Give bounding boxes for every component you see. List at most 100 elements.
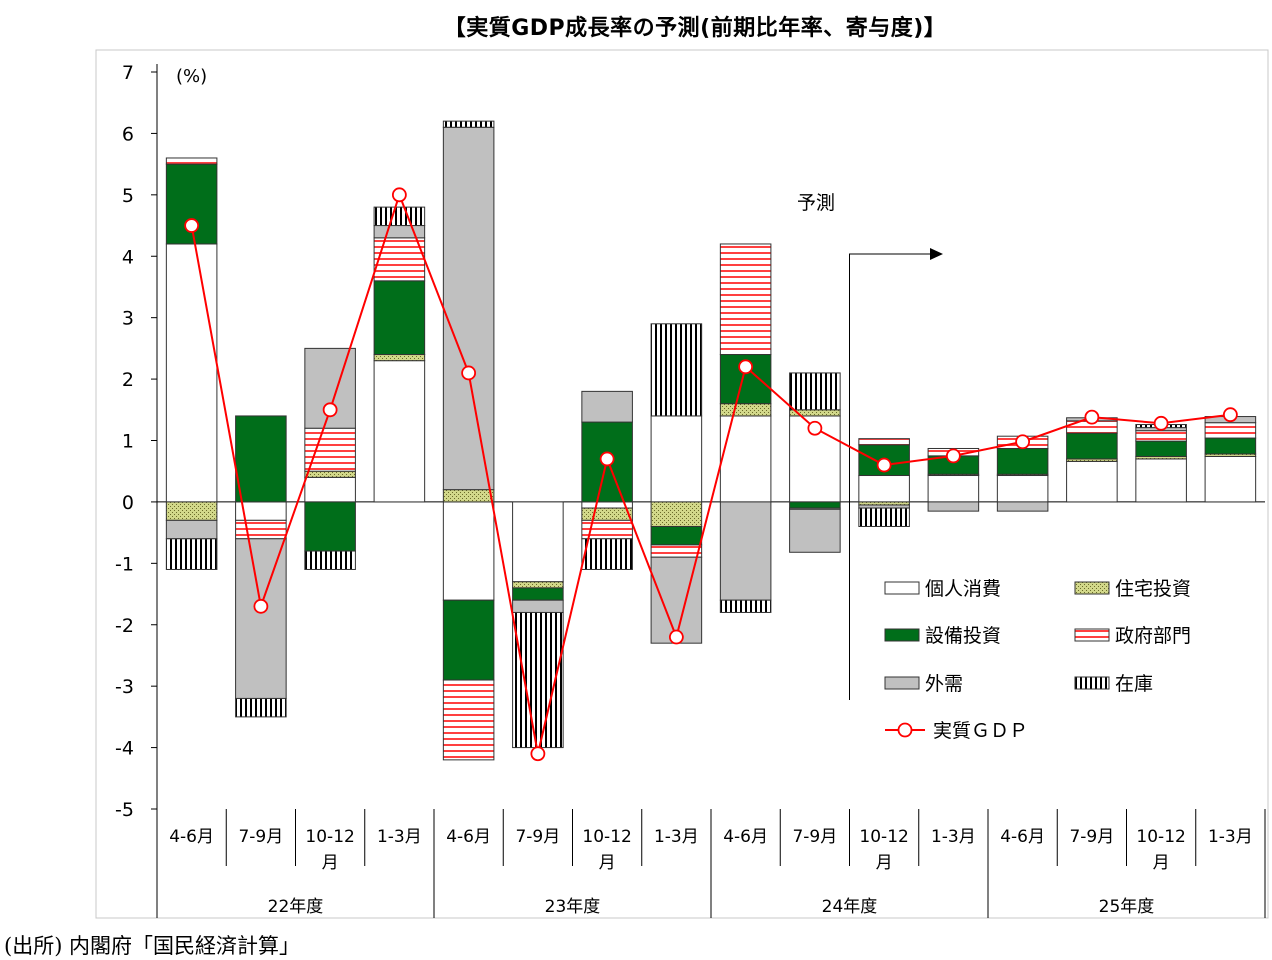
x-tick-label: 7-9月 [1069, 827, 1114, 847]
x-tick-label: 1-3月 [1208, 827, 1253, 847]
x-tick-label: 4-6月 [1000, 827, 1045, 847]
gdp-point [322, 402, 338, 418]
legend-label-housing: 住宅投資 [1115, 578, 1191, 600]
bar-segment-government [442, 679, 495, 761]
x-tick-label: 4-6月 [446, 827, 491, 847]
y-tick-label: 7 [122, 62, 134, 84]
x-tick-label: 月 [876, 853, 893, 873]
gdp-point [1084, 409, 1100, 425]
bar-segment-government [719, 243, 772, 356]
legend-swatch-net_exports [884, 676, 920, 690]
bar-segment-consumption [512, 501, 564, 583]
gdp-point [1015, 434, 1031, 450]
x-tick-label: 1-3月 [931, 827, 976, 847]
bar-segment-inventory [165, 538, 218, 570]
bar-segment-housing [719, 403, 772, 417]
bar-segment-net_exports [373, 225, 426, 239]
gdp-point [668, 629, 684, 645]
bar-segment-government [650, 544, 703, 558]
gdp-point [1153, 415, 1169, 431]
legend-swatch-inventory [1074, 676, 1110, 690]
bar-segment-consumption [1135, 458, 1187, 503]
bar-segment-government [235, 519, 287, 540]
bar-segment-inventory [304, 550, 356, 570]
gdp-point [738, 359, 754, 375]
y-tick-label: -1 [115, 553, 134, 575]
bar-segment-net_exports [581, 390, 633, 423]
legend-swatch-housing [1074, 581, 1110, 595]
y-tick-label: -3 [115, 676, 134, 698]
bar-segment-net_exports [789, 508, 841, 553]
gdp-point [1222, 407, 1238, 423]
bar-segment-housing [512, 581, 564, 589]
bar-segment-consumption [650, 415, 703, 503]
x-group-label: 22年度 [268, 897, 324, 917]
bar-segment-consumption [927, 475, 980, 503]
bar-segment-consumption [1204, 455, 1257, 503]
forecast-label: 予測 [797, 192, 835, 214]
bar-segment-housing [650, 501, 703, 527]
bar-segment-capex [1135, 440, 1187, 457]
bar-segment-consumption [858, 475, 910, 503]
bar-segment-consumption [304, 476, 356, 503]
bar-segment-inventory [858, 507, 910, 527]
y-tick-label: 0 [122, 492, 134, 514]
gdp-point [184, 218, 200, 233]
gdp-point [807, 420, 823, 436]
x-tick-label: 10-12 [305, 827, 354, 847]
legend-label-gdp: 実質ＧＤＰ [933, 720, 1028, 742]
x-tick-label: 4-6月 [169, 827, 214, 847]
legend-swatch-government [1074, 628, 1110, 642]
bar-segment-net_exports [996, 501, 1049, 512]
bar-segment-government [373, 237, 426, 282]
legend-gdp-marker [897, 722, 913, 738]
gdp-line [190, 191, 1231, 754]
y-tick-label: 6 [122, 123, 134, 145]
bar-segment-government [165, 157, 218, 165]
bar-segment-consumption [719, 415, 772, 503]
x-tick-label: 7-9月 [515, 827, 560, 847]
bar-segment-housing [581, 507, 633, 521]
y-tick-label: -4 [115, 738, 134, 760]
bar-segment-capex [442, 599, 495, 681]
bar-segment-housing [442, 489, 495, 503]
bar-segment-capex [373, 280, 426, 356]
bar-segment-inventory [235, 697, 287, 718]
x-tick-label: 10-12 [859, 827, 908, 847]
bar-segment-net_exports [719, 501, 772, 601]
bar-segment-capex [512, 587, 564, 601]
y-tick-label: 4 [122, 246, 134, 268]
bar-segment-government [858, 438, 910, 446]
bar-segment-capex [996, 447, 1049, 475]
source-note: (出所) 内閣府「国民経済計算」 [4, 934, 301, 958]
bar-segment-capex [1066, 432, 1118, 460]
bar-segment-inventory [442, 120, 495, 128]
forecast-arrow-head [930, 248, 943, 260]
x-tick-label: 7-9月 [238, 827, 283, 847]
gdp-point [253, 598, 269, 614]
legend-label-government: 政府部門 [1115, 625, 1191, 647]
y-tick-label: -2 [115, 615, 134, 637]
forecast-arrow-line [849, 253, 930, 700]
x-tick-label: 4-6月 [723, 827, 768, 847]
bar-segment-net_exports [512, 599, 564, 613]
bar-segment-capex [1204, 437, 1257, 455]
x-group-label: 23年度 [545, 897, 601, 917]
bar-segment-consumption [165, 243, 218, 503]
bar-segment-government [1204, 422, 1257, 439]
bar-segment-government [1135, 430, 1187, 442]
x-group-label: 25年度 [1099, 897, 1155, 917]
bar-segment-inventory [373, 206, 426, 227]
y-tick-label: -5 [115, 799, 134, 821]
bar-segment-capex [650, 525, 703, 546]
legend-label-inventory: 在庫 [1115, 673, 1153, 695]
bar-segment-government [304, 427, 356, 472]
y-unit-label: (%) [176, 66, 207, 87]
legend-swatch-capex [884, 628, 920, 642]
x-tick-label: 10-12 [582, 827, 631, 847]
bar-segment-net_exports [165, 519, 218, 540]
bar-segment-inventory [650, 323, 703, 417]
y-tick-label: 3 [122, 308, 134, 330]
bar-segment-capex [304, 501, 356, 552]
